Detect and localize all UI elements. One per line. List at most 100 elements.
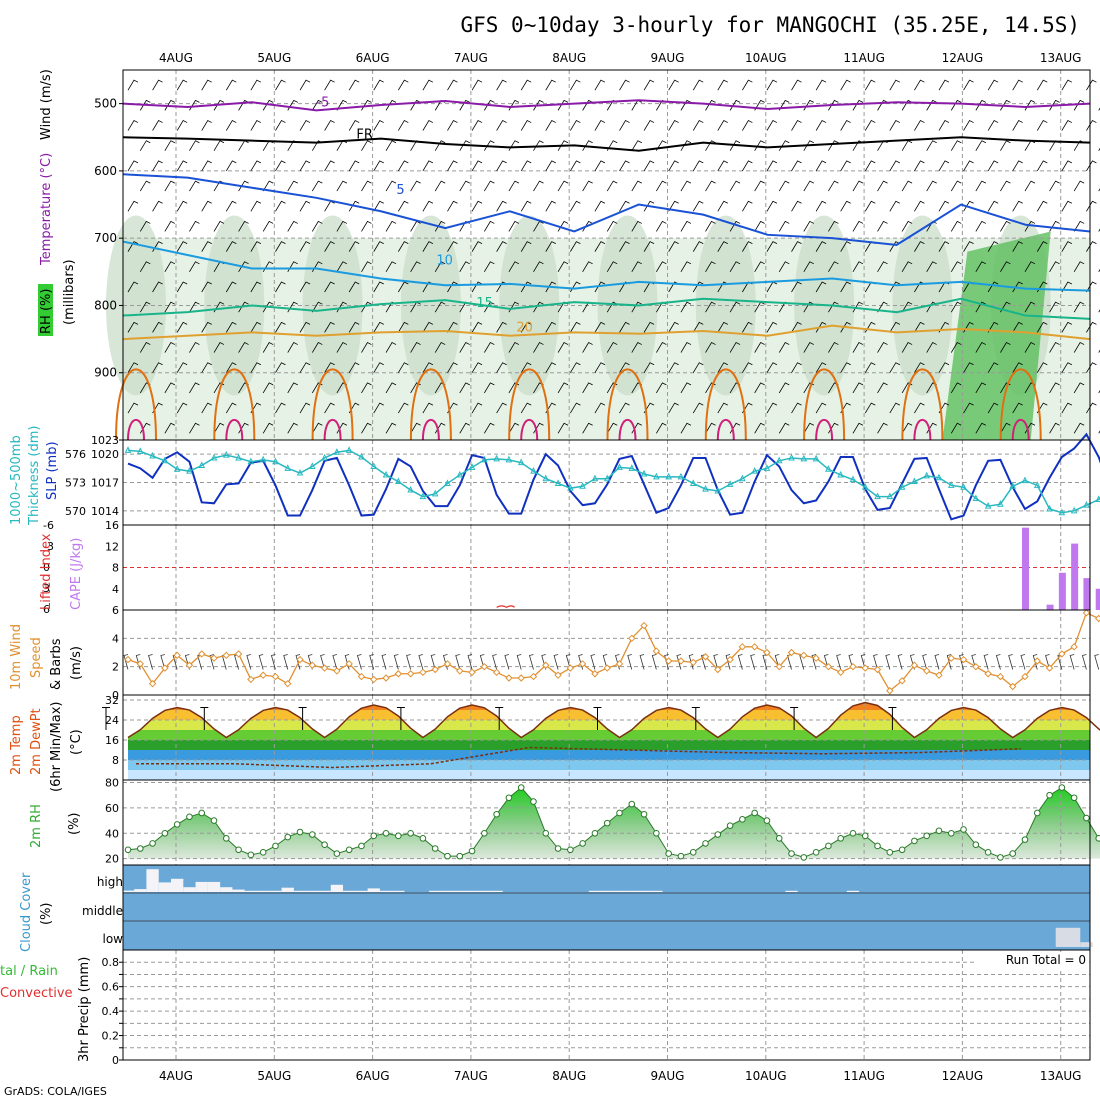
rh-point bbox=[1009, 850, 1017, 857]
wind-speed-point bbox=[812, 654, 820, 662]
wind-barb bbox=[877, 422, 888, 434]
wind-barb bbox=[668, 321, 679, 333]
wind-barb bbox=[373, 402, 384, 414]
wind-barb bbox=[348, 362, 360, 373]
wind-speed-point bbox=[1033, 657, 1041, 665]
cloud-panel: high middle low Cloud Cover (%) bbox=[19, 864, 1093, 952]
wind-barb bbox=[1073, 261, 1085, 273]
wind-barb bbox=[975, 220, 987, 232]
thickness-point bbox=[222, 450, 230, 458]
thickness-point bbox=[591, 474, 599, 482]
wind-barb bbox=[975, 382, 987, 394]
wind-grid bbox=[123, 610, 1090, 695]
thickness-point bbox=[345, 446, 353, 453]
wind-barb bbox=[483, 342, 495, 353]
wind-barb bbox=[926, 99, 937, 111]
cloud-high-bar bbox=[293, 890, 307, 892]
wind-barb bbox=[1086, 79, 1097, 91]
thickness-label-2: Thickness (dm) bbox=[27, 426, 42, 526]
thickness-point bbox=[382, 470, 390, 478]
wind-barb bbox=[262, 301, 274, 313]
wind-barb bbox=[950, 301, 962, 313]
wind-speed-point bbox=[247, 675, 255, 684]
contour-5 bbox=[122, 173, 1091, 246]
wind-barb bbox=[594, 79, 606, 91]
bottom-date-9AUG: 9AUG bbox=[651, 1069, 685, 1083]
wind-barb bbox=[299, 402, 311, 414]
wind-barb bbox=[987, 362, 999, 373]
rh-point bbox=[1033, 809, 1041, 817]
wind-barb bbox=[336, 342, 348, 353]
wind-barb bbox=[594, 402, 606, 414]
wind-barb bbox=[471, 79, 483, 91]
wind-barb bbox=[754, 220, 765, 232]
wind-barb-10m bbox=[885, 654, 891, 670]
thickness-point bbox=[259, 455, 267, 463]
wind-barb bbox=[201, 402, 212, 414]
wind-speed-point bbox=[333, 667, 341, 675]
rh-panel: 20 40 60 80 2m RH (%) bbox=[29, 777, 1100, 866]
wind-barb bbox=[176, 160, 188, 172]
thickness-point bbox=[370, 462, 378, 469]
wind-barb bbox=[520, 79, 532, 91]
wind-barb bbox=[385, 382, 397, 394]
wind-barb bbox=[397, 402, 409, 414]
thickness-point bbox=[358, 452, 365, 460]
wind-barb bbox=[594, 160, 606, 172]
wind-barb bbox=[275, 241, 286, 252]
wind-barb bbox=[1061, 321, 1073, 333]
thickness-slp-lines bbox=[124, 432, 1100, 521]
wind-barb bbox=[766, 362, 778, 373]
warm-loop bbox=[409, 368, 452, 441]
rh-axis-label: RH (%) bbox=[39, 289, 54, 334]
wind-barb bbox=[692, 241, 704, 252]
wind-barb bbox=[262, 422, 274, 434]
wind-barb bbox=[643, 160, 655, 172]
wind-barb bbox=[778, 382, 790, 394]
top-date-4AUG: 4AUG bbox=[159, 51, 193, 65]
wind-barb-10m bbox=[725, 654, 731, 670]
rh-point bbox=[309, 831, 316, 838]
wind-barb bbox=[987, 281, 999, 293]
thickness-point bbox=[419, 492, 427, 500]
temp-label-4: (°C) bbox=[69, 729, 84, 755]
wind-barb-10m bbox=[320, 654, 325, 670]
rh-shade-plume bbox=[204, 215, 265, 396]
wind-barb-10m bbox=[406, 654, 411, 670]
wind-barb bbox=[594, 120, 606, 131]
thickness-point bbox=[173, 465, 181, 472]
wind-barb bbox=[1024, 301, 1036, 313]
wind-barb bbox=[889, 120, 901, 131]
rh-point bbox=[837, 835, 844, 842]
cloud-high-bar bbox=[306, 890, 319, 892]
rh-point bbox=[456, 852, 464, 860]
temp-tick-16: 16 bbox=[105, 734, 119, 747]
thickness-point bbox=[886, 492, 894, 500]
wind-barb bbox=[1012, 321, 1023, 333]
cloud-high-bar bbox=[613, 890, 626, 892]
thickness-point bbox=[309, 462, 316, 469]
wind-speed-point bbox=[271, 672, 280, 681]
cape-tick-8: 8 bbox=[112, 562, 119, 575]
wind-barb bbox=[864, 160, 876, 172]
rh-point bbox=[149, 840, 156, 847]
wind-speed-point bbox=[959, 655, 968, 664]
thickness-point bbox=[616, 463, 623, 470]
wind-barb bbox=[287, 382, 298, 394]
thickness-point bbox=[149, 451, 156, 459]
wind-barb bbox=[619, 241, 630, 252]
thickness-point bbox=[825, 465, 832, 472]
wind-barb bbox=[864, 79, 876, 91]
top-date-7AUG: 7AUG bbox=[454, 51, 488, 65]
wind-barb bbox=[508, 180, 520, 192]
wind-barb bbox=[189, 422, 200, 434]
cape-bar bbox=[1021, 527, 1029, 610]
thickness-tick-570: 570 bbox=[65, 505, 86, 518]
wind-barb bbox=[324, 79, 335, 91]
thickness-point bbox=[603, 474, 611, 482]
bottom-date-10AUG: 10AUG bbox=[745, 1069, 787, 1083]
wind-barb bbox=[139, 180, 151, 192]
wind-barb bbox=[606, 220, 618, 232]
rh-point bbox=[972, 841, 980, 849]
wind-barb bbox=[778, 99, 790, 111]
